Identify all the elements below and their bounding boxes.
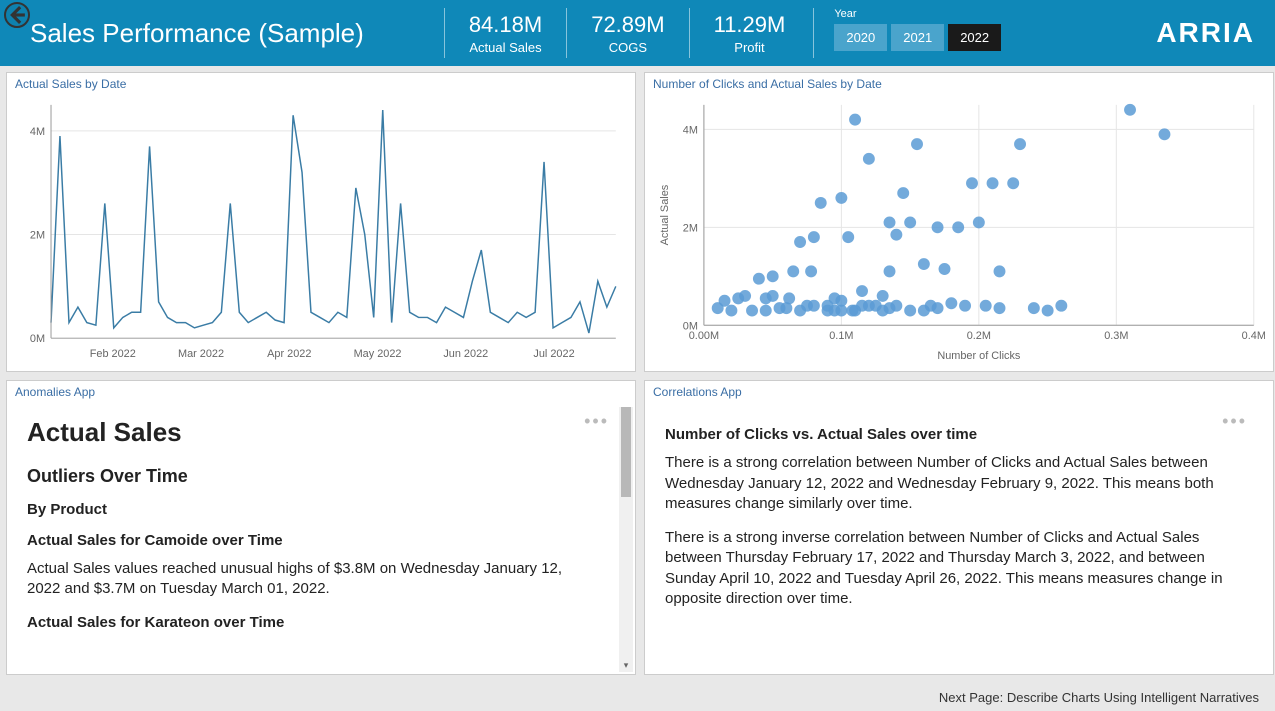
anomalies-h3: By Product [27, 500, 599, 520]
svg-text:0.3M: 0.3M [1104, 330, 1128, 342]
back-arrow-icon [6, 4, 28, 26]
kpi-label: Actual Sales [469, 40, 542, 55]
kpi-value: 84.18M [469, 12, 542, 38]
kpi-value: 11.29M [714, 12, 786, 38]
back-button[interactable] [4, 2, 30, 28]
svg-text:0.00M: 0.00M [689, 330, 719, 342]
more-options-icon[interactable]: ••• [584, 411, 609, 432]
correlations-narrative: Number of Clicks vs. Actual Sales over t… [645, 403, 1273, 672]
anomalies-p1: Actual Sales values reached unusual high… [27, 559, 599, 600]
brand-logo: ARRIA [1156, 17, 1255, 49]
kpi-label: COGS [591, 40, 664, 55]
kpi-cogs: 72.89M COGS [566, 8, 688, 58]
svg-text:Mar 2022: Mar 2022 [178, 348, 224, 360]
svg-text:Actual Sales: Actual Sales [659, 184, 671, 245]
svg-text:0.4M: 0.4M [1242, 330, 1265, 342]
line-chart-panel: Actual Sales by Date 0M 2M 4M Feb 2022 Mar 2… [6, 72, 636, 372]
year-slicer: Year 202020212022 [813, 8, 1001, 58]
svg-text:4M: 4M [683, 124, 698, 136]
more-options-icon[interactable]: ••• [1222, 411, 1247, 432]
correlations-h4: Number of Clicks vs. Actual Sales over t… [665, 425, 1237, 445]
year-button-2022[interactable]: 2022 [948, 24, 1001, 51]
anomalies-narrative: Actual Sales Outliers Over Time By Produ… [7, 403, 635, 672]
kpi-value: 72.89M [591, 12, 664, 38]
year-button-2021[interactable]: 2021 [891, 24, 944, 51]
correlations-p2: There is a strong inverse correlation be… [665, 528, 1237, 609]
svg-text:Jun 2022: Jun 2022 [443, 348, 488, 360]
svg-text:2M: 2M [683, 222, 698, 234]
svg-text:May 2022: May 2022 [354, 348, 402, 360]
page-title: Sales Performance (Sample) [30, 18, 364, 49]
scrollbar-thumb[interactable] [621, 407, 631, 497]
correlations-title: Correlations App [645, 381, 1273, 403]
line-chart[interactable]: 0M 2M 4M Feb 2022 Mar 2022 Apr 2022 May 2022 Ju… [15, 95, 627, 363]
scrollbar[interactable]: ▾ [619, 407, 633, 672]
svg-text:0.2M: 0.2M [967, 330, 991, 342]
correlations-panel: Correlations App ••• Number of Clicks vs… [644, 380, 1274, 675]
anomalies-h2: Outliers Over Time [27, 464, 599, 488]
anomalies-h4a: Actual Sales for Camoide over Time [27, 531, 599, 551]
scatter-chart-title: Number of Clicks and Actual Sales by Dat… [645, 73, 1273, 95]
scatter-chart-panel: Number of Clicks and Actual Sales by Dat… [644, 72, 1274, 372]
correlations-p1: There is a strong correlation between Nu… [665, 453, 1237, 514]
svg-text:0.1M: 0.1M [829, 330, 853, 342]
svg-text:Apr 2022: Apr 2022 [267, 348, 311, 360]
scatter-chart[interactable]: 0M2M4M0.00M0.1M0.2M0.3M0.4MNumber of Cli… [653, 95, 1265, 363]
anomalies-h4b: Actual Sales for Karateon over Time [27, 613, 599, 633]
svg-text:Number of Clicks: Number of Clicks [937, 350, 1021, 362]
anomalies-h1: Actual Sales [27, 415, 599, 450]
header-bar: Sales Performance (Sample) 84.18M Actual… [0, 0, 1275, 66]
svg-text:0M: 0M [30, 333, 45, 345]
scroll-down-icon[interactable]: ▾ [619, 658, 633, 672]
kpi-row: 84.18M Actual Sales 72.89M COGS 11.29M P… [444, 0, 1001, 66]
year-slicer-label: Year [834, 8, 1001, 20]
svg-text:Jul 2022: Jul 2022 [533, 348, 574, 360]
kpi-actual-sales: 84.18M Actual Sales [444, 8, 566, 58]
kpi-profit: 11.29M Profit [689, 8, 810, 58]
footer-next-page[interactable]: Next Page: Describe Charts Using Intelli… [939, 690, 1259, 705]
year-button-2020[interactable]: 2020 [834, 24, 887, 51]
svg-text:4M: 4M [30, 126, 45, 138]
line-chart-title: Actual Sales by Date [7, 73, 635, 95]
svg-text:2M: 2M [30, 229, 45, 241]
anomalies-title: Anomalies App [7, 381, 635, 403]
anomalies-panel: Anomalies App ••• ▾ Actual Sales Outlier… [6, 380, 636, 675]
kpi-label: Profit [714, 40, 786, 55]
svg-text:Feb 2022: Feb 2022 [90, 348, 136, 360]
